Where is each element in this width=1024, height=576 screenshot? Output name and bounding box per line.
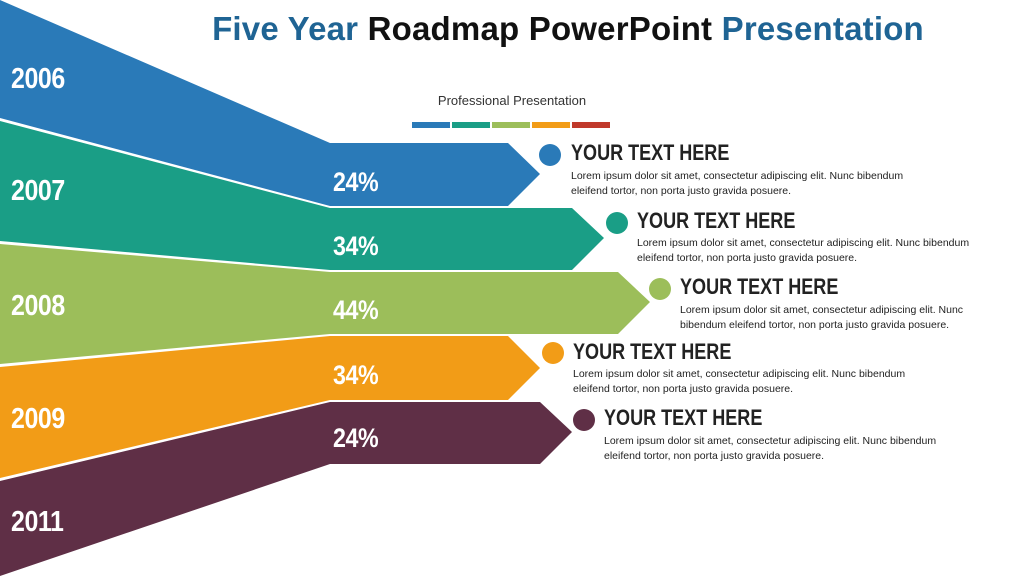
bullet-dot-green bbox=[649, 278, 671, 300]
percent-label-2: 34% bbox=[333, 231, 379, 261]
color-bar-segment-blue bbox=[412, 122, 450, 128]
bullet-dot-maroon bbox=[573, 409, 595, 431]
item-text-1-line-2: eleifend tortor, non porta justo gravida… bbox=[571, 185, 792, 197]
item-text-1-line-1: Lorem ipsum dolor sit amet, consectetur … bbox=[571, 170, 904, 182]
item-text-4-line-2: eleifend tortor, non porta justo gravida… bbox=[573, 383, 794, 395]
item-text-4: Lorem ipsum dolor sit amet, consectetur … bbox=[573, 367, 953, 397]
color-bar-segment-orange bbox=[532, 122, 570, 128]
title-part-1: Five Year bbox=[212, 10, 359, 47]
year-label-2008: 2008 bbox=[11, 290, 65, 322]
year-label-2009: 2009 bbox=[11, 403, 65, 435]
color-bar bbox=[412, 122, 610, 128]
percent-label-3: 44% bbox=[333, 295, 379, 325]
percent-label-5: 24% bbox=[333, 423, 379, 453]
item-text-1: Lorem ipsum dolor sit amet, consectetur … bbox=[571, 169, 951, 199]
bullet-dot-blue bbox=[539, 144, 561, 166]
ribbon-2011-maroon bbox=[0, 402, 572, 576]
bullet-dot-orange bbox=[542, 342, 564, 364]
item-heading-1: YOUR TEXT HERE bbox=[571, 140, 730, 165]
percent-label-4: 34% bbox=[333, 360, 379, 390]
item-text-4-line-1: Lorem ipsum dolor sit amet, consectetur … bbox=[573, 368, 906, 380]
title-part-2: Roadmap PowerPoint bbox=[367, 10, 713, 47]
item-heading-4: YOUR TEXT HERE bbox=[573, 339, 732, 364]
item-text-3-line-2: bibendum eleifend tortor, non porta just… bbox=[680, 319, 950, 331]
item-text-5: Lorem ipsum dolor sit amet, consectetur … bbox=[604, 434, 984, 464]
item-text-2-line-2: eleifend tortor, non porta justo gravida… bbox=[637, 252, 858, 264]
year-label-2006: 2006 bbox=[11, 63, 65, 95]
item-text-2-line-1: Lorem ipsum dolor sit amet, consectetur … bbox=[637, 237, 970, 249]
bullet-dot-teal bbox=[606, 212, 628, 234]
slide-title: Five Year Roadmap PowerPoint Presentatio… bbox=[0, 10, 1024, 48]
ribbon-2007-teal bbox=[0, 121, 604, 270]
item-text-3-line-1: Lorem ipsum dolor sit amet, consectetur … bbox=[680, 304, 964, 316]
item-text-5-line-2: eleifend tortor, non porta justo gravida… bbox=[604, 450, 825, 462]
color-bar-segment-red bbox=[572, 122, 610, 128]
title-part-3: Presentation bbox=[721, 10, 924, 47]
color-bar-segment-green bbox=[492, 122, 530, 128]
item-text-3: Lorem ipsum dolor sit amet, consectetur … bbox=[680, 303, 1010, 333]
ribbon-2009-orange bbox=[0, 336, 540, 478]
percent-label-1: 24% bbox=[333, 167, 379, 197]
color-bar-segment-teal bbox=[452, 122, 490, 128]
ribbon-2008-green bbox=[0, 244, 650, 364]
item-heading-3: YOUR TEXT HERE bbox=[680, 274, 839, 299]
ribbon-2006-blue bbox=[0, 0, 540, 206]
item-heading-5: YOUR TEXT HERE bbox=[604, 405, 763, 430]
subtitle: Professional Presentation bbox=[437, 93, 587, 108]
item-text-2: Lorem ipsum dolor sit amet, consectetur … bbox=[637, 236, 1017, 266]
item-heading-2: YOUR TEXT HERE bbox=[637, 208, 796, 233]
year-label-2011: 2011 bbox=[11, 506, 64, 538]
item-text-5-line-1: Lorem ipsum dolor sit amet, consectetur … bbox=[604, 435, 937, 447]
year-label-2007: 2007 bbox=[11, 175, 65, 207]
